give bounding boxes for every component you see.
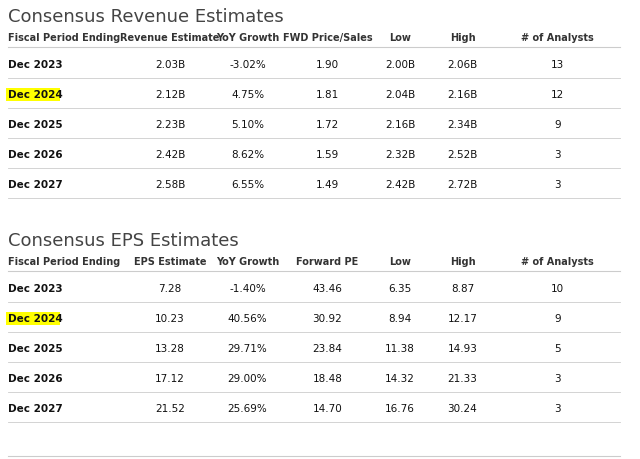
Text: 3: 3	[554, 373, 561, 383]
Text: Dec 2027: Dec 2027	[8, 403, 63, 413]
Text: 18.48: 18.48	[312, 373, 342, 383]
Text: 8.62%: 8.62%	[231, 150, 264, 160]
Text: 29.71%: 29.71%	[228, 343, 268, 353]
Text: 2.03B: 2.03B	[155, 60, 185, 70]
Text: 9: 9	[554, 120, 561, 130]
Text: 2.04B: 2.04B	[385, 90, 415, 100]
Text: Fiscal Period Ending: Fiscal Period Ending	[8, 257, 120, 266]
Text: 25.69%: 25.69%	[228, 403, 268, 413]
Text: 2.12B: 2.12B	[155, 90, 185, 100]
Text: Dec 2025: Dec 2025	[8, 120, 63, 130]
Text: Dec 2024: Dec 2024	[8, 313, 63, 323]
Text: EPS Estimate: EPS Estimate	[134, 257, 206, 266]
Text: 1.90: 1.90	[316, 60, 339, 70]
Text: 4.75%: 4.75%	[231, 90, 264, 100]
Text: 2.42B: 2.42B	[385, 179, 415, 190]
FancyBboxPatch shape	[6, 89, 60, 102]
Text: 2.32B: 2.32B	[385, 150, 415, 160]
Text: 2.58B: 2.58B	[155, 179, 185, 190]
Text: 2.16B: 2.16B	[385, 120, 415, 130]
Text: 43.46: 43.46	[312, 283, 342, 293]
Text: 6.55%: 6.55%	[231, 179, 264, 190]
Text: Low: Low	[389, 257, 411, 266]
Text: 14.70: 14.70	[312, 403, 342, 413]
Text: 3: 3	[554, 179, 561, 190]
Text: 3: 3	[554, 403, 561, 413]
Text: 14.32: 14.32	[385, 373, 415, 383]
Text: 21.52: 21.52	[155, 403, 185, 413]
Text: # of Analysts: # of Analysts	[521, 257, 594, 266]
Text: Low: Low	[389, 33, 411, 43]
Text: Dec 2025: Dec 2025	[8, 343, 63, 353]
Text: 9: 9	[554, 313, 561, 323]
Text: 10: 10	[551, 283, 564, 293]
Text: 1.49: 1.49	[316, 179, 339, 190]
Text: High: High	[450, 257, 476, 266]
FancyBboxPatch shape	[6, 312, 60, 325]
Text: 21.33: 21.33	[447, 373, 477, 383]
Text: 2.06B: 2.06B	[447, 60, 477, 70]
Text: 1.81: 1.81	[316, 90, 339, 100]
Text: YoY Growth: YoY Growth	[216, 257, 279, 266]
Text: 12: 12	[551, 90, 564, 100]
Text: Dec 2023: Dec 2023	[8, 283, 63, 293]
Text: 14.93: 14.93	[447, 343, 477, 353]
Text: 29.00%: 29.00%	[228, 373, 268, 383]
Text: 40.56%: 40.56%	[228, 313, 268, 323]
Text: 11.38: 11.38	[385, 343, 415, 353]
Text: Consensus Revenue Estimates: Consensus Revenue Estimates	[8, 8, 284, 26]
Text: 8.94: 8.94	[388, 313, 412, 323]
Text: 13.28: 13.28	[155, 343, 185, 353]
Text: Dec 2024: Dec 2024	[8, 90, 63, 100]
Text: 5: 5	[554, 343, 561, 353]
Text: -3.02%: -3.02%	[229, 60, 266, 70]
Text: # of Analysts: # of Analysts	[521, 33, 594, 43]
Text: Forward PE: Forward PE	[296, 257, 358, 266]
Text: 30.24: 30.24	[447, 403, 477, 413]
Text: 2.23B: 2.23B	[155, 120, 185, 130]
Text: Dec 2026: Dec 2026	[8, 150, 63, 160]
Text: 12.17: 12.17	[447, 313, 477, 323]
Text: Fiscal Period Ending: Fiscal Period Ending	[8, 33, 120, 43]
Text: 17.12: 17.12	[155, 373, 185, 383]
Text: Dec 2027: Dec 2027	[8, 179, 63, 190]
Text: Dec 2023: Dec 2023	[8, 60, 63, 70]
Text: 23.84: 23.84	[312, 343, 342, 353]
Text: 3: 3	[554, 150, 561, 160]
Text: 1.72: 1.72	[316, 120, 339, 130]
Text: FWD Price/Sales: FWD Price/Sales	[283, 33, 372, 43]
Text: 2.72B: 2.72B	[447, 179, 477, 190]
Text: 2.00B: 2.00B	[385, 60, 415, 70]
Text: 13: 13	[551, 60, 564, 70]
Text: Revenue Estimate: Revenue Estimate	[120, 33, 220, 43]
Text: High: High	[450, 33, 476, 43]
Text: 8.87: 8.87	[451, 283, 474, 293]
Text: 2.34B: 2.34B	[447, 120, 477, 130]
Text: 2.52B: 2.52B	[447, 150, 477, 160]
Text: Dec 2026: Dec 2026	[8, 373, 63, 383]
Text: 30.92: 30.92	[312, 313, 342, 323]
Text: 10.23: 10.23	[155, 313, 185, 323]
Text: 2.16B: 2.16B	[447, 90, 477, 100]
Text: -1.40%: -1.40%	[229, 283, 266, 293]
Text: 1.59: 1.59	[316, 150, 339, 160]
Text: 6.35: 6.35	[388, 283, 412, 293]
Text: Consensus EPS Estimates: Consensus EPS Estimates	[8, 231, 239, 249]
Text: 2.42B: 2.42B	[155, 150, 185, 160]
Text: 5.10%: 5.10%	[231, 120, 264, 130]
Text: 16.76: 16.76	[385, 403, 415, 413]
Text: YoY Growth: YoY Growth	[216, 33, 279, 43]
Text: 7.28: 7.28	[158, 283, 182, 293]
